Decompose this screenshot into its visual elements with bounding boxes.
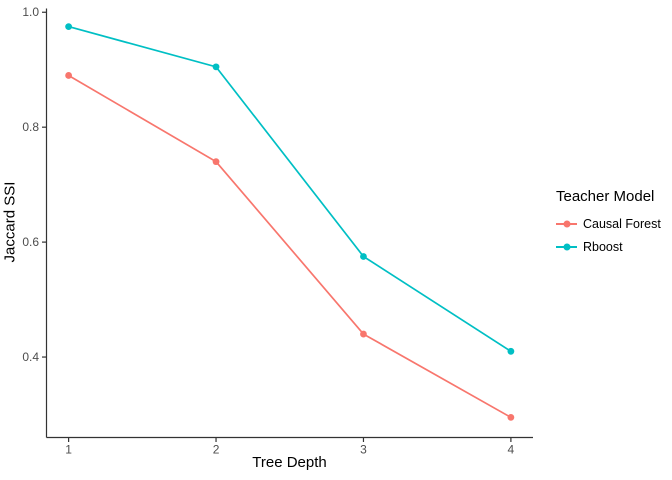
y-tick-label: 0.4	[22, 350, 39, 364]
legend-key-dot	[563, 243, 570, 250]
legend-title: Teacher Model	[556, 188, 655, 205]
data-point-rboost	[65, 23, 73, 31]
y-tick-label: 0.6	[22, 235, 39, 249]
data-point-causal-forest	[507, 413, 515, 421]
data-point-causal-forest	[360, 330, 367, 338]
series-line-rboost	[68, 25, 512, 353]
data-point-rboost	[507, 347, 515, 355]
data-point-rboost	[212, 63, 220, 71]
x-tick-label: 3	[360, 443, 367, 457]
legend-entry-causal-forest: Causal Forest	[556, 212, 661, 235]
legend-entries: Causal Forest Rboost	[556, 212, 661, 258]
x-tick-label: 4	[508, 443, 515, 457]
data-point-causal-forest	[65, 72, 73, 79]
x-tick-label: 2	[213, 443, 220, 457]
legend: Teacher Model Causal Forest Rboost	[556, 188, 661, 258]
x-tick-label: 1	[65, 443, 72, 457]
y-axis-title: Jaccard SSI	[1, 181, 19, 263]
legend-key-icon	[556, 216, 577, 231]
legend-key-dot	[563, 220, 570, 227]
y-tick-label: 1.0	[22, 5, 39, 19]
series-line-causal-forest	[68, 74, 512, 419]
legend-key-icon	[556, 239, 577, 254]
legend-label: Rboost	[583, 239, 623, 254]
legend-label: Causal Forest	[583, 216, 661, 231]
y-tick-label: 0.8	[22, 120, 39, 134]
legend-entry-rboost: Rboost	[556, 235, 661, 258]
x-axis-title: Tree Depth	[252, 454, 327, 471]
data-point-rboost	[360, 253, 367, 260]
data-point-causal-forest	[212, 158, 220, 166]
